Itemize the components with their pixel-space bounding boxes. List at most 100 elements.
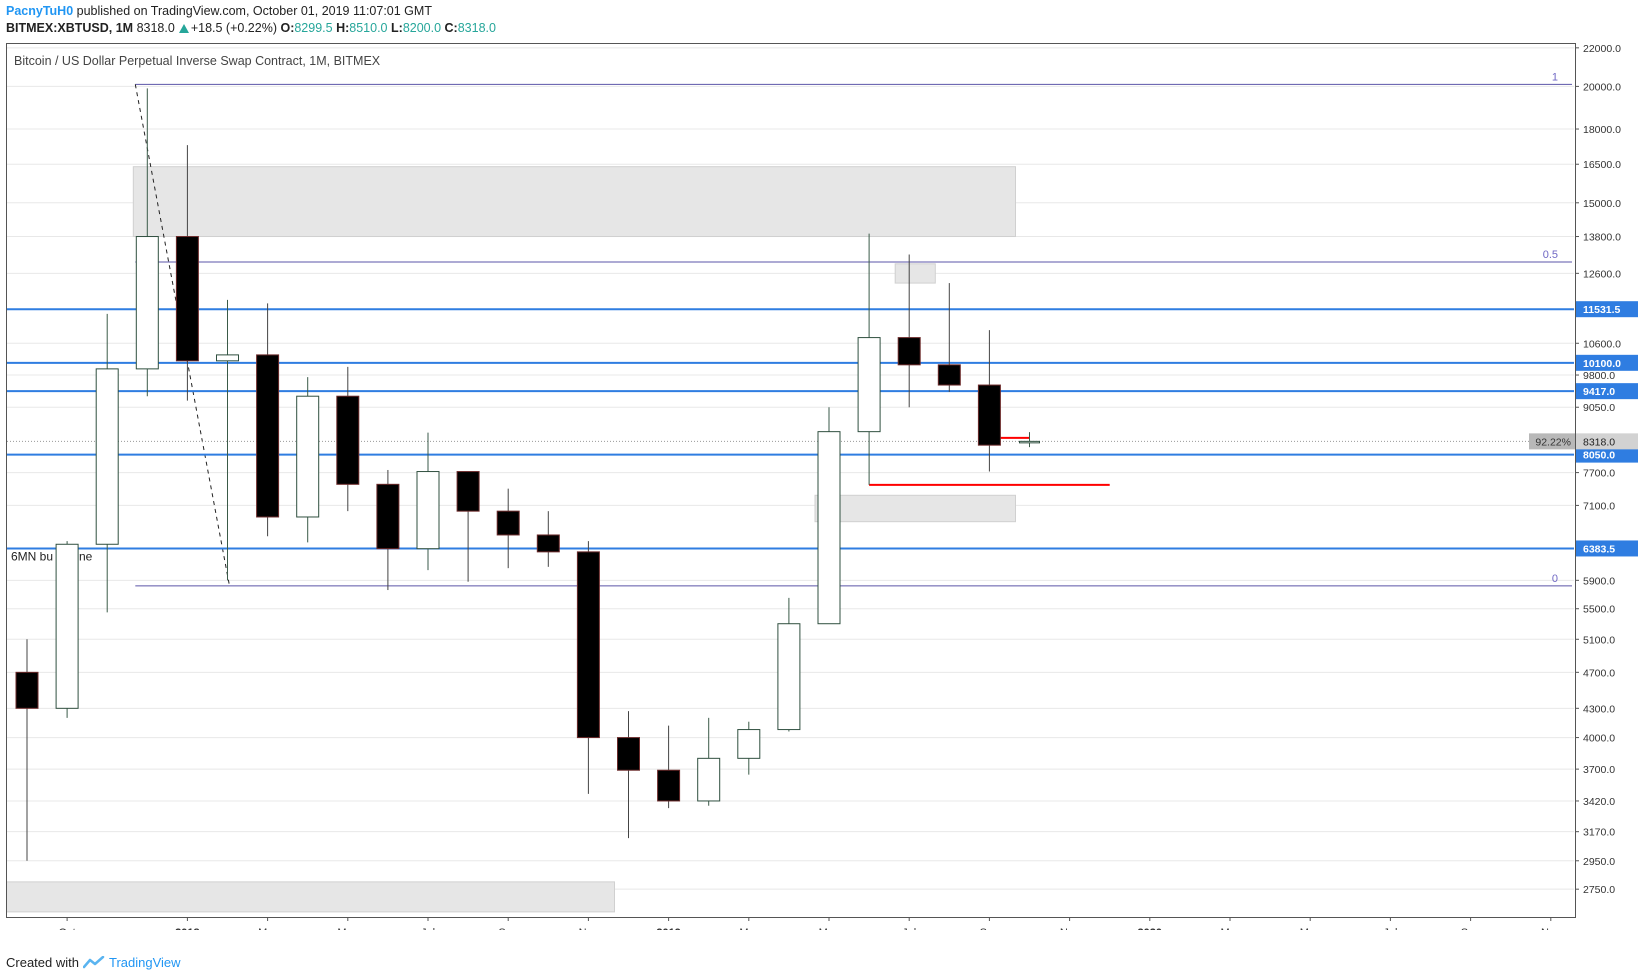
price-change: +18.5 (+0.22%): [190, 21, 277, 35]
candle-2018-09[interactable]: [496, 488, 520, 569]
chart-title: Bitcoin / US Dollar Perpetual Inverse Sw…: [14, 54, 381, 68]
candle-2018-10[interactable]: [536, 511, 560, 567]
supply-demand-zone[interactable]: [894, 263, 936, 284]
candle-2019-06[interactable]: [857, 233, 881, 485]
candle-body: [15, 671, 39, 709]
close-label: C:: [444, 21, 458, 35]
price-chart[interactable]: 1 0.5 0 6MN bu ne 22000.0 20000.0 18000.0 1650…: [0, 0, 1639, 930]
tradingview-logo-icon: [82, 955, 105, 968]
candle-2018-03[interactable]: [256, 303, 280, 537]
last-price-badge: [1576, 433, 1638, 450]
high-label: H:: [336, 21, 350, 35]
candle-2019-02[interactable]: [697, 717, 721, 806]
last-price: 8318.0: [136, 21, 175, 35]
x-tick-label: Nov: [1060, 927, 1080, 930]
supply-demand-zone[interactable]: [0, 881, 615, 913]
x-tick-label: 2019: [656, 927, 680, 930]
fib-level-label: 0.5: [1543, 249, 1558, 261]
x-tick-label: Mar: [258, 927, 277, 930]
y-tick-label: 5900.0: [1583, 575, 1615, 587]
level-price-label: 11531.5: [1583, 304, 1621, 316]
candle-2019-08[interactable]: [937, 283, 961, 392]
level-price-label: 8050.0: [1583, 450, 1615, 462]
candle-body: [216, 354, 239, 362]
annotation-text-suffix: ne: [79, 549, 93, 563]
candle-2019-10[interactable]: [1019, 432, 1040, 448]
candle-body: [496, 510, 520, 536]
candle-2018-12[interactable]: [617, 711, 640, 839]
y-tick-label: 4000.0: [1583, 733, 1615, 745]
y-tick-label: 13800.0: [1583, 232, 1621, 244]
candle-body: [336, 395, 360, 485]
level-price-label: 9417.0: [1583, 386, 1615, 398]
candle-2018-05[interactable]: [336, 366, 360, 512]
y-tick-label: 5100.0: [1583, 634, 1615, 646]
open-value: 8299.5: [294, 21, 333, 35]
candle-body: [296, 395, 320, 518]
candle-body: [737, 729, 761, 759]
symbol-label: BITMEX:XBTUSD, 1M: [6, 21, 134, 35]
candle-2018-02[interactable]: [216, 299, 239, 581]
tradingview-link[interactable]: TradingView: [108, 955, 181, 970]
y-tick-label: 9800.0: [1583, 370, 1615, 382]
y-tick-label: 5500.0: [1583, 604, 1615, 616]
last-price-label: 8318.0: [1583, 436, 1615, 448]
candle-body: [256, 354, 280, 518]
y-tick-label: 22000.0: [1583, 43, 1621, 55]
y-tick-label: 2750.0: [1583, 884, 1615, 896]
y-tick-label: 15000.0: [1583, 198, 1621, 210]
candle-2018-01[interactable]: [175, 145, 199, 401]
level-price-label: 10100.0: [1583, 358, 1621, 370]
x-tick-label: 2020: [1138, 927, 1162, 930]
supply-demand-zone[interactable]: [814, 494, 1016, 523]
candle-2019-03[interactable]: [737, 721, 761, 775]
x-tick-label: Sep: [498, 927, 518, 930]
candle-2018-04[interactable]: [296, 377, 320, 543]
author-link[interactable]: PacnyTuH0: [6, 4, 74, 18]
candle-body: [95, 368, 119, 545]
y-tick-label: 2950.0: [1583, 856, 1615, 868]
candle-2019-09[interactable]: [977, 330, 1001, 472]
annotation-text[interactable]: 6MN bu: [11, 549, 53, 563]
candle-body: [376, 483, 400, 550]
x-tick-label: Nov: [579, 927, 599, 930]
up-arrow-icon: [178, 24, 189, 33]
y-tick-label: 18000.0: [1583, 124, 1621, 136]
publish-info: PacnyTuH0 published on TradingView.com, …: [6, 4, 432, 18]
candle-body: [777, 623, 801, 731]
candle-2017-11[interactable]: [95, 313, 119, 613]
supply-demand-zone[interactable]: [132, 166, 1017, 238]
y-tick-label: 4700.0: [1583, 667, 1615, 679]
candle-body: [55, 543, 79, 709]
x-tick-label: Mar: [1221, 927, 1240, 930]
candle-2018-07[interactable]: [416, 432, 440, 571]
candle-2018-06[interactable]: [376, 469, 400, 591]
candle-body: [576, 551, 600, 739]
candle-2019-05[interactable]: [817, 407, 841, 625]
candle-2017-10[interactable]: [55, 541, 79, 718]
x-tick-label: Sep: [1461, 927, 1481, 930]
ohlc-legend: BITMEX:XBTUSD, 1M 8318.0 +18.5 (+0.22%) O…: [6, 21, 496, 35]
candle-2017-12[interactable]: [135, 88, 159, 397]
candle-2018-11[interactable]: [576, 541, 600, 794]
y-tick-label: 12600.0: [1583, 268, 1621, 280]
fib-trend-line[interactable]: [134, 84, 230, 586]
candle-2019-04[interactable]: [777, 597, 801, 732]
x-tick-label: Jul: [421, 927, 435, 930]
candle-2019-01[interactable]: [657, 725, 681, 809]
x-tick-label: Mar: [739, 927, 758, 930]
y-tick-label: 20000.0: [1583, 81, 1621, 93]
percent-label: 92.22%: [1535, 436, 1571, 448]
y-tick-label: 10600.0: [1583, 338, 1621, 350]
created-with-label: Created with: [6, 955, 79, 970]
high-value: 8510.0: [349, 21, 388, 35]
y-tick-label: 4300.0: [1583, 703, 1615, 715]
candle-2019-07[interactable]: [897, 254, 921, 408]
close-value: 8318.0: [457, 21, 496, 35]
candle-body: [416, 471, 440, 550]
y-tick-label: 3420.0: [1583, 796, 1615, 808]
level-price-label: 6383.5: [1583, 543, 1615, 555]
candle-2018-08[interactable]: [456, 471, 480, 582]
candle-2017-09[interactable]: [15, 639, 39, 861]
candle-body: [536, 534, 560, 553]
